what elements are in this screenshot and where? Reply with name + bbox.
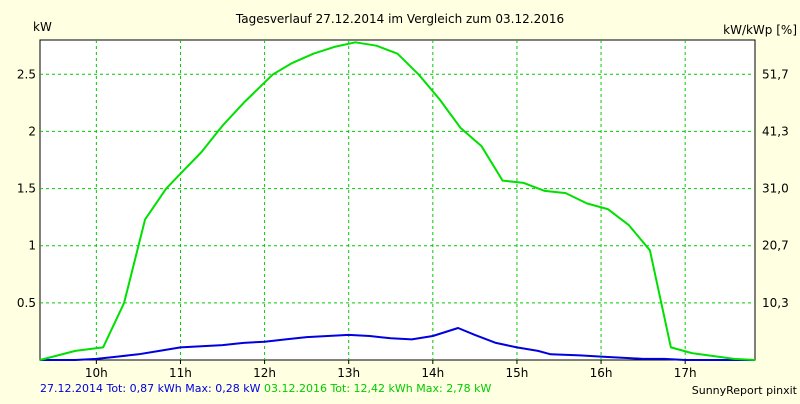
x-tick-label: 14h <box>421 366 444 380</box>
line-series-2014 <box>40 327 755 361</box>
axis-ticks: 10h 11h 12h 13h 14h 15h 16h 17h 0.5 1 1.5 2 2.5 10,3 2… <box>17 67 789 380</box>
y-right-tick-label: 51,7 <box>762 67 789 81</box>
series-lines <box>39 41 756 361</box>
legend-series-2016: 03.12.2016 Tot: 12,42 kWh Max: 2,78 kW <box>263 382 492 395</box>
plot-area <box>39 39 756 361</box>
chart-title: Tagesverlauf 27.12.2014 im Vergleich zum… <box>235 12 564 26</box>
grid-lines <box>40 40 755 360</box>
x-tick-label: 16h <box>590 366 613 380</box>
y-left-tick-label: 1 <box>28 239 36 253</box>
y-right-tick-label: 31,0 <box>762 182 789 196</box>
y-left-tick-label: 1.5 <box>17 182 36 196</box>
x-tick-label: 17h <box>674 366 697 380</box>
y-left-tick-label: 2 <box>28 124 36 138</box>
footer-brand: SunnyReport pinxit <box>691 384 797 397</box>
footer-legend: 27.12.2014 Tot: 0,87 kWh Max: 0,28 kW 03… <box>40 382 491 395</box>
y-right-tick-label: 10,3 <box>762 296 789 310</box>
x-tick-label: 15h <box>506 366 529 380</box>
x-tick-label: 12h <box>253 366 276 380</box>
y-axis-left-unit-label: kW <box>33 20 52 34</box>
y-right-tick-label: 20,7 <box>762 239 789 253</box>
y-left-tick-label: 2.5 <box>17 67 36 81</box>
line-series-2016 <box>39 41 756 361</box>
y-axis-right-unit-label: kW/kWp [%] <box>723 23 797 37</box>
y-right-tick-label: 41,3 <box>762 124 789 138</box>
legend-series-2014: 27.12.2014 Tot: 0,87 kWh Max: 0,28 kW <box>40 382 261 395</box>
x-tick-label: 11h <box>169 366 192 380</box>
y-left-tick-label: 0.5 <box>17 296 36 310</box>
x-tick-label: 10h <box>85 366 108 380</box>
x-tick-label: 13h <box>337 366 360 380</box>
